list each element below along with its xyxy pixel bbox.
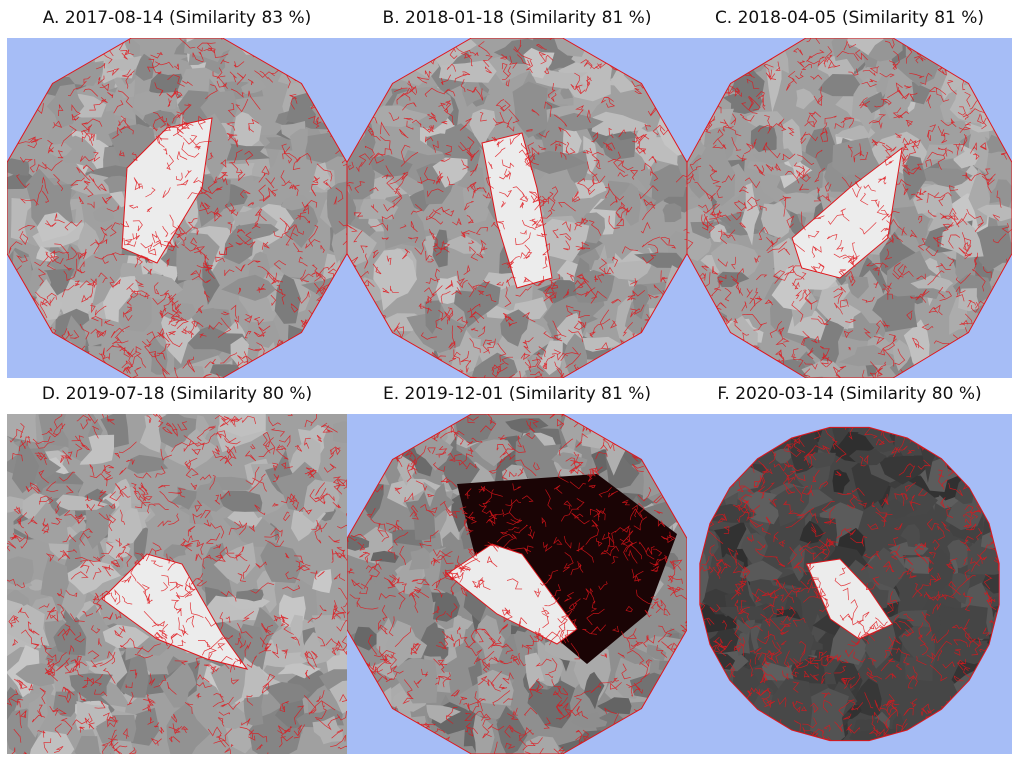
micrograph-image: [687, 414, 1012, 754]
panel-c: C. 2018-04-05 (Similarity 81 %): [687, 0, 1012, 378]
micrograph-image: [687, 38, 1012, 378]
panel-e: E. 2019-12-01 (Similarity 81 %): [347, 378, 687, 756]
micrograph-image: [7, 414, 347, 754]
micrograph-svg: [7, 414, 347, 754]
micrograph-image: [347, 414, 687, 754]
micrograph-image: [7, 38, 347, 378]
panel-caption: F. 2020-03-14 (Similarity 80 %): [717, 384, 982, 404]
panel-a: A. 2017-08-14 (Similarity 83 %): [7, 0, 347, 378]
panel-caption: E. 2019-12-01 (Similarity 81 %): [383, 384, 651, 404]
micrograph-svg: [7, 38, 347, 378]
micrograph-svg: [687, 38, 1012, 378]
micrograph-svg: [699, 426, 1000, 742]
panel-d: D. 2019-07-18 (Similarity 80 %): [7, 378, 347, 756]
panel-caption: C. 2018-04-05 (Similarity 81 %): [714, 8, 985, 28]
panel-caption: A. 2017-08-14 (Similarity 83 %): [42, 8, 312, 28]
micrograph-svg: [347, 414, 687, 754]
panel-caption: B. 2018-01-18 (Similarity 81 %): [382, 8, 652, 28]
panel-b: B. 2018-01-18 (Similarity 81 %): [347, 0, 687, 378]
micrograph-svg: [347, 38, 687, 378]
panel-f: F. 2020-03-14 (Similarity 80 %): [687, 378, 1012, 756]
panel-caption: D. 2019-07-18 (Similarity 80 %): [41, 384, 313, 404]
micrograph-image: [347, 38, 687, 378]
